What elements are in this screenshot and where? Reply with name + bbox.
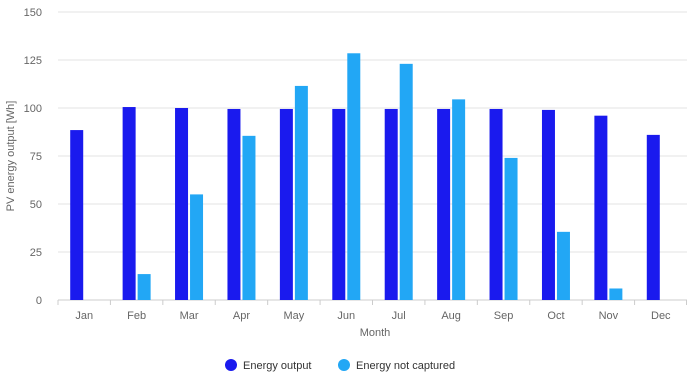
bar-energy-output-feb — [122, 107, 136, 300]
x-tick-label: Aug — [441, 310, 461, 322]
legend-item-energy-not-captured[interactable]: Energy not captured — [338, 359, 455, 372]
x-tick-labels: Jan Feb Mar Apr May Jun Jul Aug Sep Oct Nov Dec — [75, 310, 671, 322]
bar-energy-output-apr — [227, 108, 241, 301]
bar-energy-not-captured-may — [294, 85, 308, 300]
bar-energy-not-captured-aug — [452, 99, 466, 300]
bar-energy-not-captured-apr — [242, 135, 256, 300]
bar-energy-output-jul — [384, 108, 398, 301]
legend-label: Energy not captured — [356, 360, 455, 372]
y-tick-labels: 0 25 50 75 100 125 150 — [24, 7, 42, 307]
y-tick-label: 0 — [36, 295, 42, 307]
bar-energy-not-captured-jun — [347, 53, 361, 300]
y-tick-label: 150 — [24, 7, 42, 19]
bar-energy-not-captured-mar — [190, 194, 204, 300]
bar-energy-output-aug — [437, 108, 451, 301]
x-tick-label: Jan — [75, 310, 93, 322]
legend-marker — [225, 359, 237, 371]
y-tick-label: 100 — [24, 103, 42, 115]
bar-energy-output-dec — [646, 134, 660, 300]
legend[interactable]: Energy output Energy not captured — [225, 359, 455, 372]
bar-energy-not-captured-feb — [137, 274, 151, 300]
legend-item-energy-output[interactable]: Energy output — [225, 359, 312, 372]
x-tick-label: May — [283, 310, 304, 322]
y-tick-label: 125 — [24, 55, 42, 67]
bar-energy-not-captured-sep — [504, 157, 518, 300]
y-gridlines — [58, 11, 687, 253]
x-tick-label: Feb — [127, 310, 146, 322]
x-tick-label: Sep — [494, 310, 514, 322]
y-axis-title: PV energy output [Wh] — [5, 101, 17, 212]
y-tick-label: 75 — [30, 151, 42, 163]
legend-label: Energy output — [243, 360, 312, 372]
bar-energy-not-captured-jul — [399, 63, 413, 301]
x-tick-label: Jun — [337, 310, 355, 322]
x-axis-ticks — [57, 300, 687, 305]
x-tick-label: Dec — [651, 310, 671, 322]
y-tick-label: 50 — [30, 199, 42, 211]
y-tick-label: 25 — [30, 247, 42, 259]
x-tick-label: Jul — [392, 310, 406, 322]
x-tick-label: Oct — [547, 310, 564, 322]
bar-energy-output-oct — [541, 109, 555, 300]
x-tick-label: Apr — [233, 310, 250, 322]
bar-energy-not-captured-oct — [556, 231, 570, 300]
bar-energy-output-sep — [489, 108, 503, 301]
x-axis-title: Month — [360, 327, 391, 339]
bar-energy-not-captured-nov — [609, 288, 623, 300]
bar-energy-output-mar — [175, 108, 189, 300]
bar-energy-output-nov — [594, 115, 608, 301]
bars — [70, 53, 660, 301]
bar-energy-output-jun — [332, 108, 346, 301]
bar-energy-output-jan — [70, 130, 84, 300]
bar-energy-output-may — [279, 108, 293, 301]
x-tick-label: Nov — [599, 310, 619, 322]
legend-marker — [338, 359, 350, 371]
x-tick-label: Mar — [180, 310, 199, 322]
